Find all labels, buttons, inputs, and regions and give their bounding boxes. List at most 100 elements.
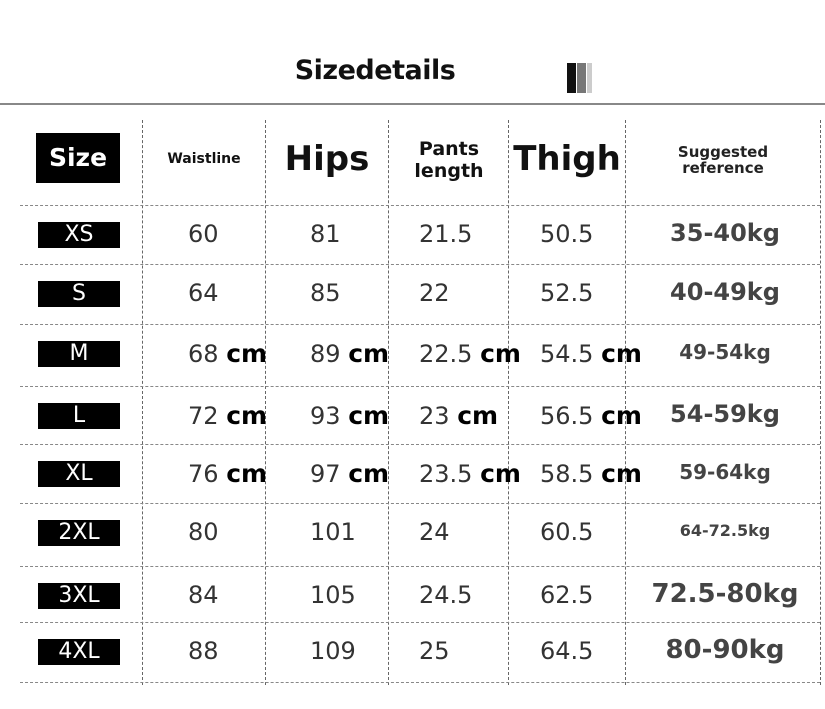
hips-value: 93 cm [310, 401, 389, 430]
waist-number: 84 [188, 581, 219, 609]
thigh-number: 50.5 [540, 220, 594, 248]
waist-value: 84 [188, 581, 219, 609]
waist-value: 64 [188, 279, 219, 307]
column-divider [265, 120, 266, 685]
waist-value: 72 cm [188, 401, 267, 430]
weight-reference: 35-40kg [670, 219, 780, 247]
unit-label: cm [226, 459, 268, 488]
pants-value: 25 [419, 637, 450, 665]
thigh-value: 56.5 cm [540, 401, 642, 430]
pants-value: 22 [419, 279, 450, 307]
pants-number: 23.5 [419, 460, 473, 488]
unit-label: cm [348, 459, 390, 488]
header-ref-line2: reference [682, 159, 764, 177]
row-divider [20, 264, 820, 265]
unit-label: cm [601, 401, 642, 430]
thigh-number: 64.5 [540, 637, 594, 665]
unit-label: cm [226, 339, 268, 368]
row-divider [20, 622, 820, 623]
thigh-value: 60.5 [540, 518, 593, 546]
column-divider [388, 120, 389, 685]
waist-number: 80 [188, 518, 219, 546]
size-badge: 3XL [38, 583, 120, 609]
waist-value: 76 cm [188, 459, 267, 488]
thigh-value: 64.5 [540, 637, 593, 665]
unit-label: cm [348, 339, 390, 368]
chart-title: Sizedetails [294, 55, 456, 86]
thigh-value: 52.5 [540, 279, 593, 307]
column-divider [820, 120, 821, 685]
pants-number: 22.5 [419, 340, 473, 368]
size-badge: 2XL [38, 520, 120, 546]
weight-reference: 49-54kg [679, 340, 771, 364]
thigh-value: 58.5 cm [540, 459, 642, 488]
divider [0, 103, 825, 105]
waist-value: 88 [188, 637, 219, 665]
row-divider [20, 205, 820, 206]
weight-reference: 59-64kg [679, 460, 771, 484]
size-badge: S [38, 281, 120, 307]
row-divider [20, 444, 820, 445]
pants-number: 22 [419, 279, 450, 307]
unit-label: cm [348, 401, 390, 430]
hips-number: 85 [310, 279, 341, 307]
row-divider [20, 682, 820, 683]
header-pants-line2: length [414, 160, 484, 182]
size-badge: XL [38, 461, 120, 487]
waist-number: 68 [188, 340, 219, 368]
hips-value: 97 cm [310, 459, 389, 488]
header-ref-line1: Suggested [677, 143, 769, 161]
hips-number: 109 [310, 637, 356, 665]
waist-number: 64 [188, 279, 219, 307]
header-hips: Hips [284, 139, 370, 179]
waist-number: 76 [188, 460, 219, 488]
row-divider [20, 386, 820, 387]
thigh-value: 50.5 [540, 220, 593, 248]
unit-label: cm [226, 401, 268, 430]
thigh-number: 56.5 [540, 402, 594, 430]
pants-value: 24.5 [419, 581, 472, 609]
hips-number: 89 [310, 340, 341, 368]
hips-number: 93 [310, 402, 341, 430]
hips-value: 89 cm [310, 339, 389, 368]
pants-number: 25 [419, 637, 450, 665]
hips-number: 105 [310, 581, 356, 609]
pants-number: 23 [419, 402, 450, 430]
pants-number: 24.5 [419, 581, 473, 609]
thigh-number: 54.5 [540, 340, 594, 368]
size-badge: M [38, 341, 120, 367]
pants-value: 21.5 [419, 220, 472, 248]
hips-number: 81 [310, 220, 341, 248]
thigh-number: 60.5 [540, 518, 594, 546]
unit-label: cm [601, 459, 642, 488]
thigh-number: 62.5 [540, 581, 594, 609]
waist-value: 60 [188, 220, 219, 248]
hips-value: 109 [310, 637, 356, 665]
unit-label: cm [480, 459, 521, 488]
unit-label: cm [457, 401, 499, 430]
row-divider [20, 503, 820, 504]
row-divider [20, 566, 820, 567]
unit-label: cm [601, 339, 642, 368]
size-badge: 4XL [38, 639, 120, 665]
waist-number: 88 [188, 637, 219, 665]
waist-number: 60 [188, 220, 219, 248]
column-divider [508, 120, 509, 685]
row-divider [20, 324, 820, 325]
weight-reference: 80-90kg [665, 635, 785, 665]
pants-number: 21.5 [419, 220, 473, 248]
hips-number: 101 [310, 518, 356, 546]
thigh-number: 52.5 [540, 279, 594, 307]
header-waistline: Waistline [167, 151, 241, 167]
unit-label: cm [480, 339, 521, 368]
header-pants-length: Pants length [389, 138, 509, 182]
column-divider [625, 120, 626, 685]
pants-number: 24 [419, 518, 450, 546]
weight-reference: 40-49kg [670, 278, 780, 306]
thigh-value: 54.5 cm [540, 339, 642, 368]
waist-value: 68 cm [188, 339, 267, 368]
weight-reference: 64-72.5kg [679, 521, 771, 540]
pants-value: 23 cm [419, 401, 498, 430]
header-pants-line1: Pants [418, 138, 480, 160]
